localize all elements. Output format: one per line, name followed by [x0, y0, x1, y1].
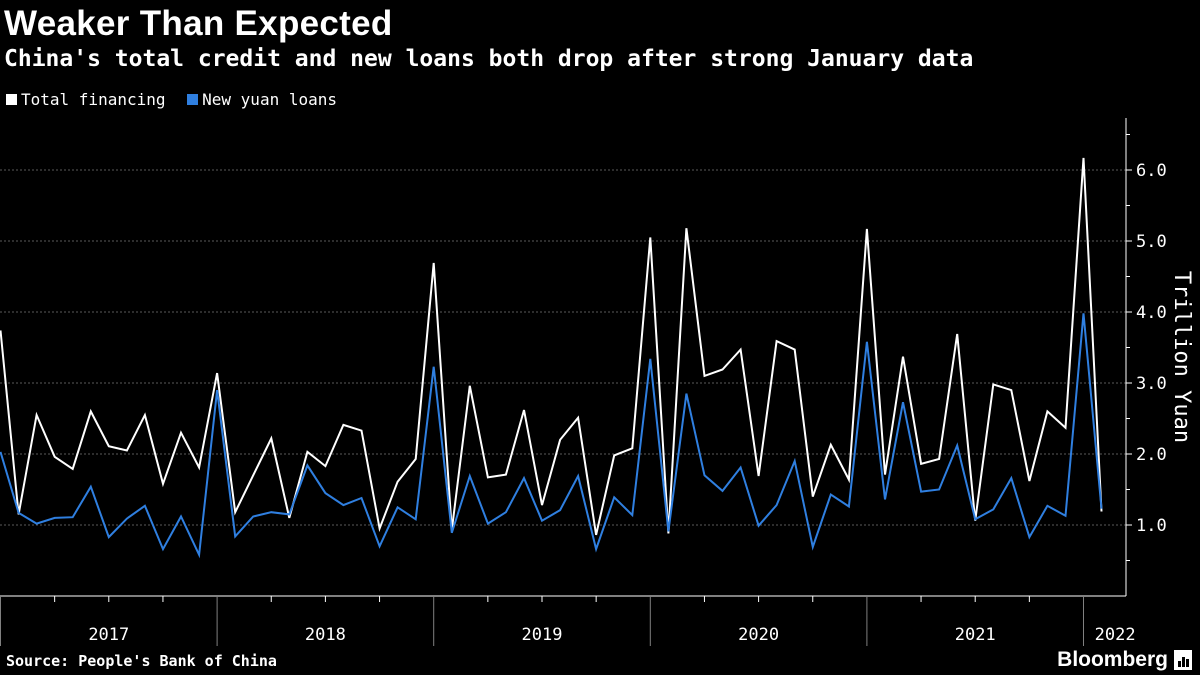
x-year-label: 2020: [738, 625, 779, 645]
chart-subtitle: China's total credit and new loans both …: [4, 46, 974, 72]
series-line-new-yuan-loans: [0, 313, 1103, 559]
legend-item-total-financing: Total financing: [6, 90, 166, 109]
y-tick-label: 4.0: [1136, 303, 1167, 323]
brand-name: Bloomberg: [1057, 648, 1168, 671]
chart-title: Weaker Than Expected: [4, 4, 393, 43]
grid-lines: [0, 169, 1126, 526]
x-year-label: 2022: [1095, 625, 1136, 645]
y-axis-title: Trillion Yuan: [1169, 271, 1194, 443]
y-tick-label: 2.0: [1136, 445, 1167, 465]
y-tick-label: 6.0: [1136, 161, 1167, 181]
axis-labels: 1.0 2.0 3.0 4.0 5.0 6.0 Trillion Yuan 2017 2018 2…: [88, 161, 1194, 645]
y-tick-label: 1.0: [1136, 516, 1167, 536]
series-points-total-financing: [0, 157, 1102, 535]
y-tick-label: 5.0: [1136, 232, 1167, 252]
x-year-label: 2021: [955, 625, 996, 645]
legend-label-total-financing: Total financing: [21, 90, 166, 109]
y-tick-label: 3.0: [1136, 374, 1167, 394]
legend-label-new-yuan-loans: New yuan loans: [202, 90, 337, 109]
series-lines: [0, 157, 1103, 559]
source-note: Source: People's Bank of China: [6, 652, 277, 670]
x-year-label: 2018: [305, 625, 346, 645]
axes: [0, 118, 1132, 646]
legend: Total financing New yuan loans: [6, 90, 349, 109]
brand-logo: Bloomberg: [1057, 648, 1192, 672]
legend-swatch-new-yuan-loans: [187, 94, 199, 105]
x-year-label: 2019: [522, 625, 563, 645]
legend-swatch-total-financing: [6, 94, 17, 105]
series-line-total-financing: [0, 157, 1103, 536]
series-points-new-yuan-loans: [0, 313, 1102, 555]
bloomberg-terminal-icon: [1174, 650, 1192, 670]
x-year-label: 2017: [88, 625, 129, 645]
legend-item-new-yuan-loans: New yuan loans: [187, 90, 337, 109]
